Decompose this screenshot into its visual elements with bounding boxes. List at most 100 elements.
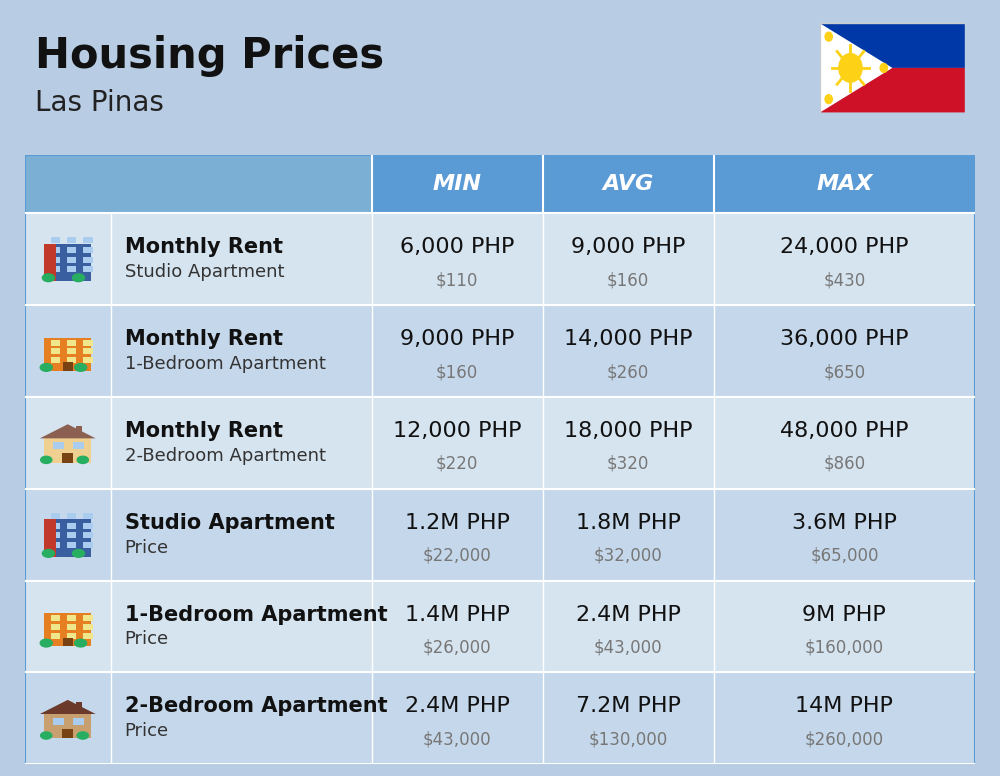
Circle shape [839,54,862,82]
Text: 2-Bedroom Apartment: 2-Bedroom Apartment [125,697,387,716]
FancyBboxPatch shape [53,718,64,725]
Text: 1.4M PHP: 1.4M PHP [405,605,510,625]
FancyBboxPatch shape [76,702,82,708]
Text: 12,000 PHP: 12,000 PHP [393,421,522,441]
FancyBboxPatch shape [44,714,91,738]
Text: Price: Price [125,539,169,556]
FancyBboxPatch shape [44,519,91,556]
Text: Las Pinas: Las Pinas [35,89,164,117]
Text: $650: $650 [823,363,865,381]
Text: 2-Bedroom Apartment: 2-Bedroom Apartment [125,447,326,465]
Text: 6,000 PHP: 6,000 PHP [400,237,514,257]
FancyBboxPatch shape [83,632,93,639]
Text: $260: $260 [607,363,649,381]
Text: $160: $160 [436,363,478,381]
FancyBboxPatch shape [83,357,93,363]
FancyBboxPatch shape [51,513,60,519]
FancyBboxPatch shape [83,247,93,253]
FancyBboxPatch shape [51,340,60,345]
FancyBboxPatch shape [25,305,975,397]
Text: 1.2M PHP: 1.2M PHP [405,513,510,532]
FancyBboxPatch shape [83,615,93,622]
Text: Monthly Rent: Monthly Rent [125,421,283,441]
Text: $32,000: $32,000 [594,547,663,565]
FancyBboxPatch shape [44,338,91,371]
FancyBboxPatch shape [714,155,975,213]
Text: MIN: MIN [433,174,482,194]
FancyBboxPatch shape [51,237,60,244]
FancyBboxPatch shape [25,673,975,764]
Text: $110: $110 [436,271,478,289]
Circle shape [42,549,54,557]
FancyBboxPatch shape [51,542,60,548]
FancyBboxPatch shape [67,624,76,630]
Text: MAX: MAX [816,174,873,194]
Text: 9,000 PHP: 9,000 PHP [571,237,685,257]
FancyBboxPatch shape [76,426,82,433]
Circle shape [77,456,88,463]
FancyBboxPatch shape [67,542,76,548]
FancyBboxPatch shape [25,580,975,673]
FancyBboxPatch shape [83,522,93,528]
FancyBboxPatch shape [83,237,93,244]
Text: $220: $220 [436,455,478,473]
Text: $65,000: $65,000 [810,547,879,565]
FancyBboxPatch shape [67,532,76,539]
Text: 9M PHP: 9M PHP [802,605,886,625]
Text: $430: $430 [823,271,866,289]
Polygon shape [820,68,965,113]
Text: 36,000 PHP: 36,000 PHP [780,329,909,349]
Text: 14M PHP: 14M PHP [795,697,893,716]
Circle shape [880,64,887,72]
Text: 2.4M PHP: 2.4M PHP [576,605,681,625]
FancyBboxPatch shape [67,237,76,244]
FancyBboxPatch shape [51,357,60,363]
Text: 2.4M PHP: 2.4M PHP [405,697,510,716]
FancyBboxPatch shape [67,615,76,622]
FancyBboxPatch shape [67,257,76,262]
Text: Price: Price [125,630,169,649]
FancyBboxPatch shape [25,155,372,213]
FancyBboxPatch shape [67,266,76,272]
FancyBboxPatch shape [67,348,76,355]
Text: $130,000: $130,000 [589,730,668,749]
FancyBboxPatch shape [372,155,543,213]
Text: $320: $320 [607,455,649,473]
FancyBboxPatch shape [67,522,76,528]
Circle shape [41,732,52,739]
Circle shape [825,95,832,104]
Circle shape [72,274,85,282]
FancyBboxPatch shape [83,340,93,345]
Circle shape [42,274,54,282]
Text: Monthly Rent: Monthly Rent [125,329,283,349]
FancyBboxPatch shape [51,615,60,622]
Text: 48,000 PHP: 48,000 PHP [780,421,909,441]
Text: Studio Apartment: Studio Apartment [125,513,335,532]
FancyBboxPatch shape [51,632,60,639]
FancyBboxPatch shape [44,613,91,646]
FancyBboxPatch shape [44,244,91,281]
Text: 7.2M PHP: 7.2M PHP [576,697,681,716]
FancyBboxPatch shape [73,718,84,725]
FancyBboxPatch shape [44,438,91,462]
Polygon shape [40,424,96,438]
Text: $26,000: $26,000 [423,639,492,656]
FancyBboxPatch shape [63,362,73,371]
Text: 1-Bedroom Apartment: 1-Bedroom Apartment [125,605,387,625]
FancyBboxPatch shape [67,357,76,363]
Circle shape [40,364,52,371]
FancyBboxPatch shape [83,532,93,539]
Text: 3.6M PHP: 3.6M PHP [792,513,897,532]
Text: $22,000: $22,000 [423,547,492,565]
FancyBboxPatch shape [63,638,73,646]
FancyBboxPatch shape [51,266,60,272]
FancyBboxPatch shape [51,624,60,630]
FancyBboxPatch shape [83,513,93,519]
Text: Monthly Rent: Monthly Rent [125,237,283,257]
Text: 18,000 PHP: 18,000 PHP [564,421,692,441]
Circle shape [825,32,832,41]
FancyBboxPatch shape [25,489,975,580]
Polygon shape [820,23,965,68]
FancyBboxPatch shape [51,522,60,528]
FancyBboxPatch shape [83,542,93,548]
